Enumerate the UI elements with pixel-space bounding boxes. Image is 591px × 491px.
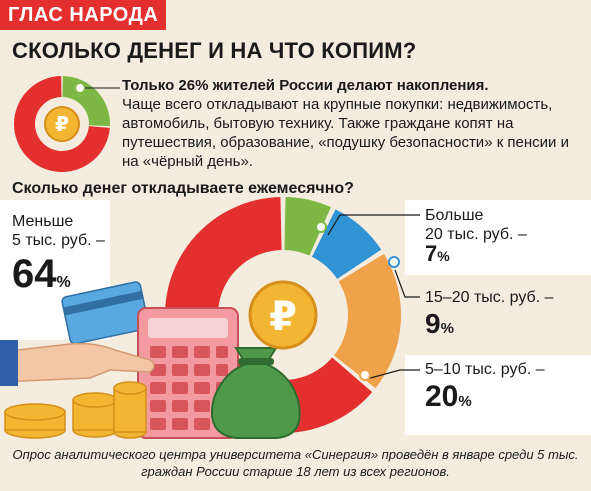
- label-5-10-line1: 5–10 тыс. руб. –: [425, 361, 545, 378]
- intro-lead: Только 26% жителей России делают накопле…: [122, 77, 489, 94]
- label-15-20-unit: %: [440, 320, 454, 337]
- brand-title: ГЛАС НАРОДА: [8, 4, 159, 26]
- small-donut-marker: [74, 82, 86, 94]
- label-gt20-value: 7: [425, 241, 438, 266]
- label-gt20-line2: 20 тыс. руб. –: [425, 226, 527, 243]
- leader-5-10: [362, 369, 420, 381]
- label-gt20: Больше 20 тыс. руб. – 7%: [425, 206, 527, 266]
- page-title: СКОЛЬКО ДЕНЕГ И НА ЧТО КОПИМ?: [12, 38, 417, 63]
- marker-15-20: [388, 256, 400, 268]
- label-lt5: Меньше 5 тыс. руб. – 64%: [12, 212, 105, 295]
- svg-text:₽: ₽: [55, 112, 69, 136]
- label-15-20-value: 9: [425, 308, 441, 339]
- donut-slice-2: [13, 76, 110, 172]
- panel-right-top: [405, 200, 591, 275]
- svg-text:₽: ₽: [269, 294, 297, 340]
- hand-icon: [0, 340, 155, 386]
- chart-subtitle: Сколько денег откладываете ежемесячно?: [12, 180, 354, 197]
- label-lt5-line1: Меньше: [12, 213, 74, 230]
- ruble-coin-icon: ₽: [44, 106, 80, 142]
- label-gt20-line1: Больше: [425, 207, 484, 224]
- donut-slice-3: [311, 209, 382, 279]
- leader-15-20: [394, 269, 420, 298]
- label-lt5-unit: %: [56, 274, 71, 291]
- label-lt5-line2: 5 тыс. руб. –: [12, 232, 105, 249]
- label-lt5-value: 64: [12, 252, 57, 296]
- label-gt20-unit: %: [437, 248, 450, 264]
- label-5-10-value: 20: [425, 380, 459, 413]
- intro-body: Чаще всего откладывают на крупные покупк…: [122, 96, 569, 170]
- label-5-10: 5–10 тыс. руб. – 20%: [425, 360, 545, 413]
- label-15-20-line1: 15–20 тыс. руб. –: [425, 289, 554, 306]
- label-5-10-unit: %: [458, 393, 472, 410]
- marker-5-10: [359, 369, 371, 381]
- footnote: Опрос аналитического центра университета…: [12, 447, 579, 479]
- coin-stack-icon: [4, 381, 147, 439]
- leader-lines: [327, 214, 420, 381]
- money-bag-icon: [211, 347, 301, 439]
- panel-right-bottom: [405, 355, 591, 435]
- label-15-20: 15–20 тыс. руб. – 9%: [425, 288, 554, 339]
- header-bar: ГЛАС НАРОДА: [0, 0, 166, 30]
- donut-slice-4: [333, 253, 402, 389]
- credit-card-icon: [61, 281, 150, 345]
- leader-gt20: [327, 214, 420, 236]
- marker-gt20: [315, 221, 327, 233]
- intro-block: Только 26% жителей России делают накопле…: [122, 76, 582, 171]
- donut-slice-2: [284, 197, 331, 256]
- ruble-coin-icon: ₽: [248, 280, 318, 350]
